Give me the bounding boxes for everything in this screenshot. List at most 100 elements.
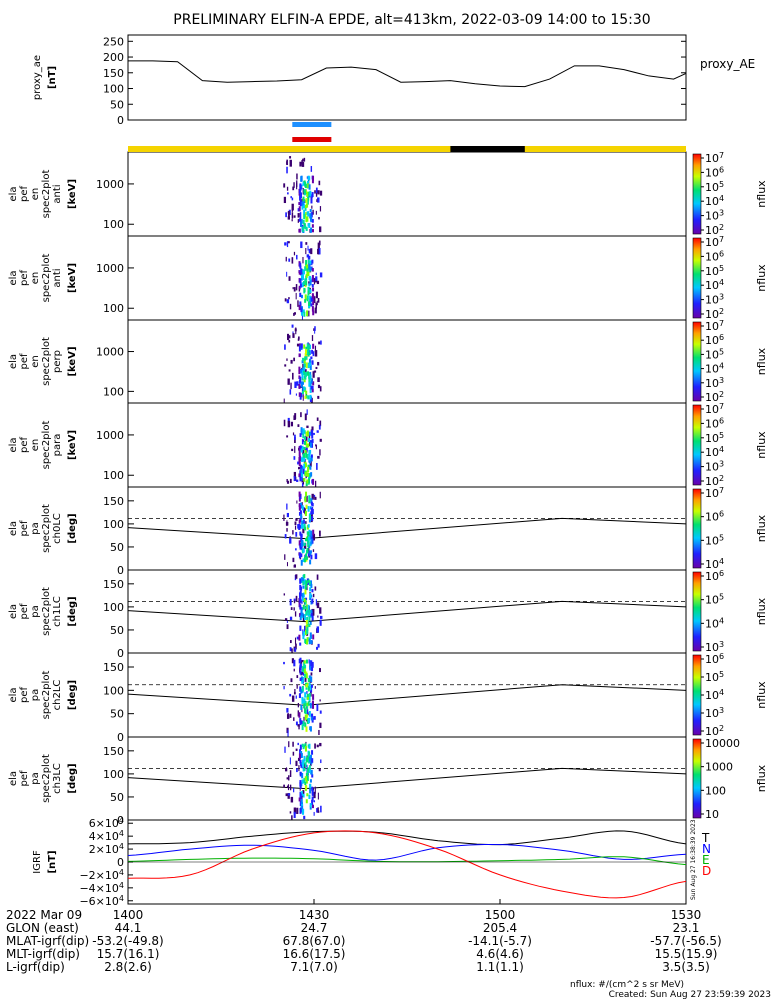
spectrogram-pixel (307, 506, 310, 512)
spectrogram-pixel (283, 685, 285, 690)
spectrogram-pixel (309, 779, 312, 783)
igrf-trace-D (127, 830, 687, 899)
spectrogram-pixel (294, 413, 297, 419)
spectrogram-pixel (286, 503, 288, 510)
spectrogram-pixel (311, 713, 314, 720)
spectrogram-pixel (311, 790, 314, 796)
panel-frame (127, 319, 687, 404)
spectrogram-pixel (299, 721, 302, 726)
spectrogram-pixel (299, 615, 302, 621)
spectrogram-pixel (297, 724, 300, 727)
spectrogram-pixel (304, 278, 307, 283)
spectrogram-pixel (301, 680, 304, 684)
spectrogram-pixel (299, 664, 302, 668)
spectrogram-pixel (296, 768, 298, 773)
units-note: nflux: #/(cm^2 s sr MeV) (570, 980, 684, 990)
spectrogram-pixel (310, 538, 313, 545)
spectrogram-pixel (308, 283, 311, 287)
spectrogram-pixel (305, 491, 308, 497)
spectrogram-pixel (309, 805, 312, 810)
spectrogram-pixel (298, 451, 301, 457)
spectrogram-pixel (287, 420, 291, 428)
spectrogram-pixel (291, 658, 294, 664)
spectrogram-pixel (314, 307, 317, 314)
spectrogram-pixel (289, 478, 292, 484)
spectrogram-pixel (289, 770, 292, 777)
ylabel-line: [deg] (67, 680, 78, 710)
ylabel-line: spec2plot (41, 170, 52, 219)
spectrogram-pixel (315, 599, 317, 606)
spectrogram-pixel (287, 241, 290, 244)
spectrogram-pixel (310, 501, 313, 506)
ytick-label: 50 (110, 791, 124, 804)
spectrogram-pixel (319, 226, 322, 233)
spectrogram-pixel (299, 212, 302, 219)
spectrogram-pixel (303, 523, 306, 530)
spectrogram-pixel (309, 213, 312, 219)
spectrogram-pixel (310, 580, 313, 586)
panel-frame (127, 402, 687, 488)
spectrogram-pixel (301, 372, 304, 378)
spectrogram-pixel (311, 385, 314, 390)
spectrogram-pixel (302, 309, 305, 314)
spectrogram-pixel (299, 200, 302, 204)
ylabel-line: pef (19, 603, 30, 620)
colorbar-label: 105 (705, 533, 724, 547)
spectrogram-pixel (307, 464, 310, 469)
spectrogram-pixel (303, 209, 306, 215)
spectrogram-pixel (305, 620, 308, 625)
spectrogram-pixel (295, 721, 298, 726)
spectrogram-pixel (309, 592, 312, 598)
spectrogram-pixel (288, 339, 291, 343)
eclipse-bar (450, 146, 525, 152)
spectrogram-pixel (320, 340, 322, 345)
ylabel-line: pef (19, 270, 30, 287)
spectrogram-pixel (309, 559, 312, 565)
spectrogram-pixel (289, 159, 292, 167)
spectrogram-pixel (308, 281, 310, 285)
spectrogram-pixel (312, 300, 315, 306)
spectrogram-pixel (309, 506, 312, 510)
spectrogram-pixel (305, 773, 308, 778)
spectrogram-pixel (308, 478, 311, 484)
spectrogram-pixel (307, 271, 310, 277)
spectrogram-pixel (302, 809, 305, 815)
spectrogram-pixel (291, 648, 293, 654)
colorbar (692, 237, 702, 319)
spectrogram-pixel (300, 753, 303, 758)
spectrogram-pixel (302, 269, 305, 275)
spectrogram-pixel (303, 767, 306, 771)
spectrogram-pixel (289, 784, 292, 791)
ylabel-line: ela (8, 687, 19, 702)
spectrogram-pixel (307, 197, 310, 201)
spectrogram-pixel (317, 810, 320, 813)
spectrogram-pixel (307, 223, 310, 227)
spectrogram-pixel (287, 793, 291, 796)
spectrogram-pixel (299, 780, 302, 784)
spectrogram-pixel (295, 284, 298, 291)
spectrogram-pixel (292, 557, 295, 563)
colorbar-label: 102 (705, 474, 724, 488)
spectrogram-pixel (289, 616, 293, 621)
spectrogram-pixel (301, 274, 304, 281)
spectrogram-pixel (311, 360, 314, 364)
spectrogram-pixel (298, 228, 301, 233)
spectrogram-pixel (284, 298, 287, 302)
ephem-value: 205.4 (483, 921, 517, 935)
colorbar-label: 104 (705, 278, 724, 292)
spectrogram-pixel (288, 741, 290, 748)
spectrogram-pixel (305, 226, 308, 231)
spectrogram-pixel (293, 811, 296, 818)
igrf-legend-E: E (702, 853, 710, 867)
ytick-label: 50 (110, 708, 124, 721)
spectrogram-pixel (299, 510, 302, 514)
colorbar-title: nflux (755, 347, 768, 375)
spectrogram-pixel (312, 381, 315, 386)
ylabel-line: proxy_ae (32, 55, 43, 100)
spectrogram-pixel (302, 676, 305, 682)
spectrogram-pixel (304, 746, 307, 752)
spectrogram-pixel (299, 433, 302, 437)
spectrogram-pixel (311, 799, 314, 806)
spectrogram-pixel (299, 578, 302, 584)
spectrogram-pixel (300, 502, 303, 509)
